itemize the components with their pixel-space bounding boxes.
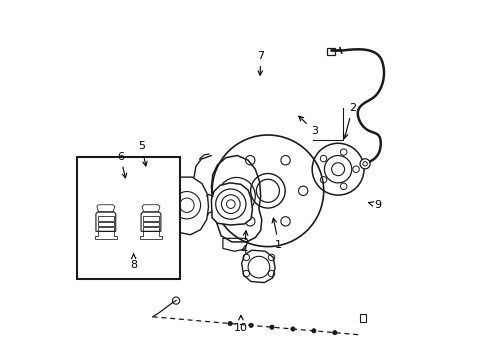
Polygon shape [241,250,275,283]
Circle shape [248,323,253,328]
Circle shape [269,325,274,329]
Text: 10: 10 [233,315,247,333]
Text: 7: 7 [257,51,264,75]
Text: 6: 6 [117,152,126,178]
Bar [77,157,179,279]
Text: 8: 8 [130,254,137,270]
Circle shape [332,330,336,335]
Text: 3: 3 [298,116,318,136]
Circle shape [215,189,245,219]
Text: 2: 2 [343,103,355,138]
Bar [359,314,366,322]
Circle shape [247,256,269,278]
Circle shape [359,159,369,169]
Circle shape [227,321,232,326]
Circle shape [123,193,131,200]
Polygon shape [211,183,252,225]
Circle shape [311,329,315,333]
Text: 1: 1 [271,218,282,250]
Bar [326,48,335,55]
Text: 9: 9 [367,200,381,210]
Text: 5: 5 [138,141,147,166]
Circle shape [290,327,294,331]
Circle shape [331,163,344,176]
Text: 4: 4 [241,231,247,255]
